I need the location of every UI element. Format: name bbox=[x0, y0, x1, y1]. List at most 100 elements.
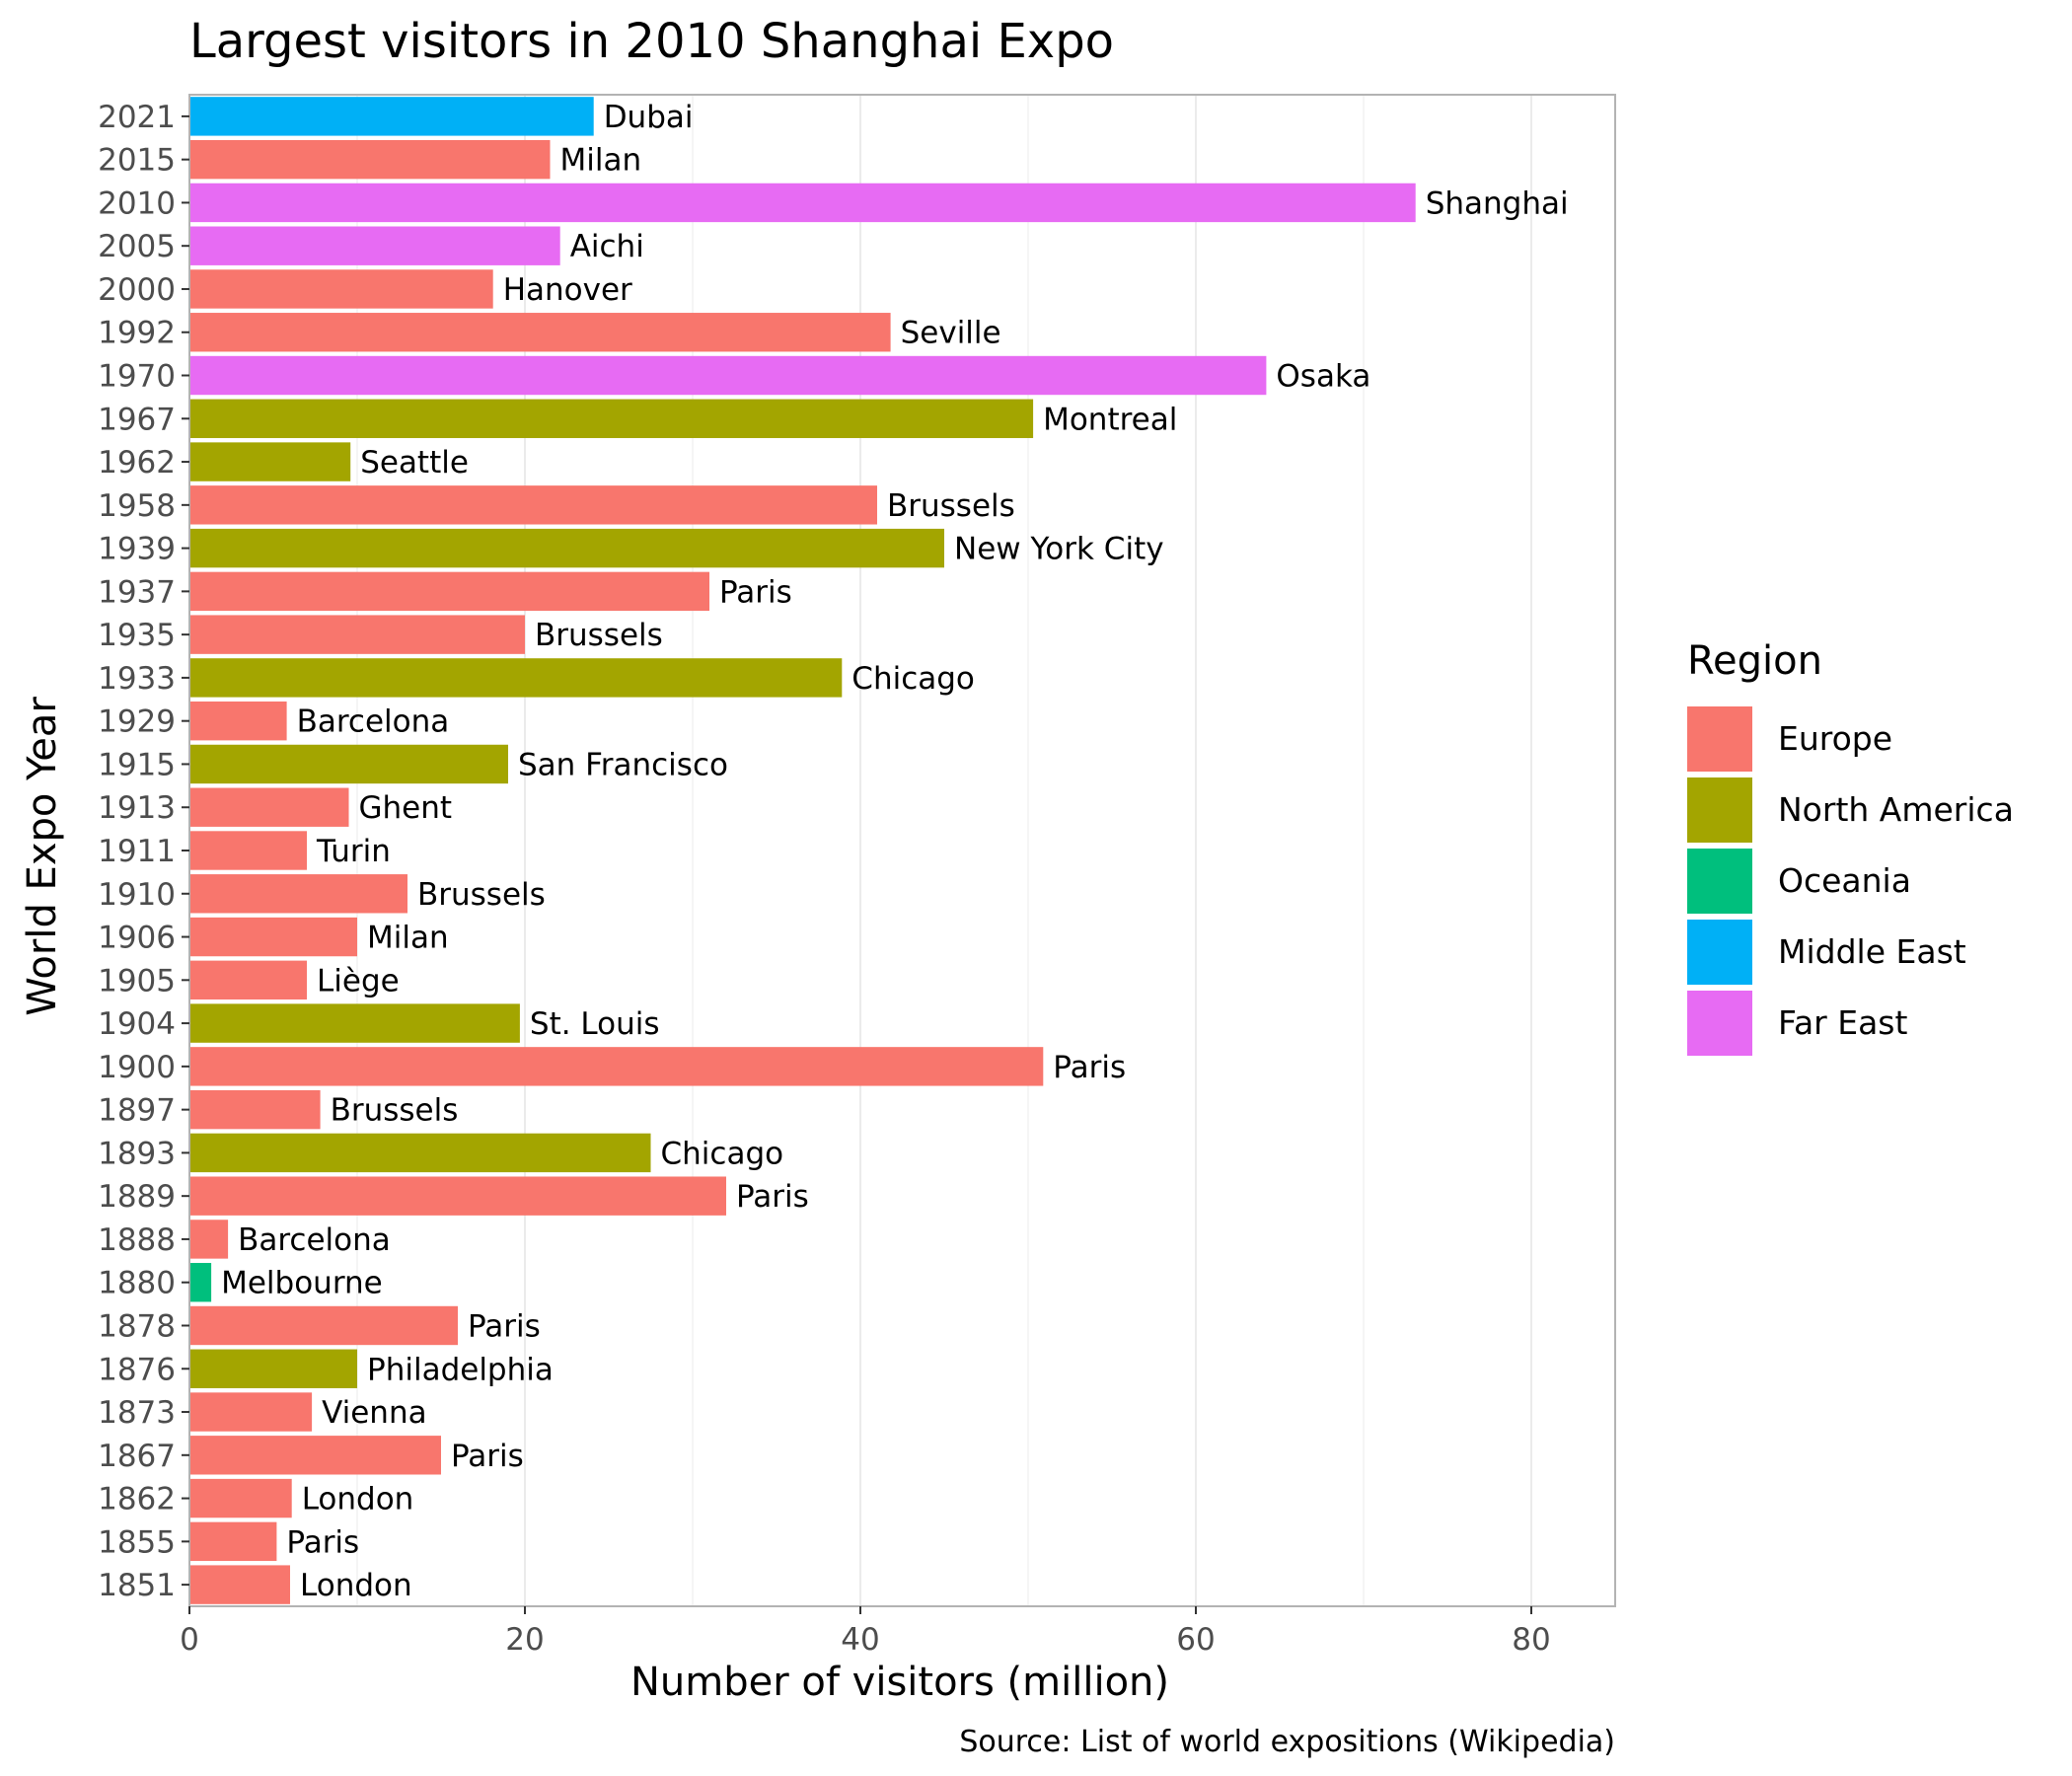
y-tick-label: 1876 bbox=[98, 1352, 176, 1387]
legend-label: Far East bbox=[1778, 1003, 1907, 1042]
bar-label: Melbourne bbox=[221, 1266, 383, 1301]
y-tick-label: 2005 bbox=[98, 229, 176, 264]
legend-label: Oceania bbox=[1778, 861, 1911, 900]
bar-label: Brussels bbox=[417, 877, 546, 913]
x-tick-label: 0 bbox=[180, 1622, 199, 1658]
bar bbox=[189, 1263, 212, 1302]
y-tick-label: 1992 bbox=[98, 316, 176, 351]
bar-label: Vienna bbox=[322, 1395, 427, 1431]
y-tick-label: 1855 bbox=[98, 1524, 176, 1560]
bar-label: Ghent bbox=[359, 790, 453, 826]
y-tick-label: 1935 bbox=[98, 618, 176, 653]
bar-label: Paris bbox=[736, 1179, 809, 1215]
y-tick-label: 1880 bbox=[98, 1266, 176, 1301]
y-axis: 2021 2015 2010 2005 2000 1992 1970 1967 1962 1958… bbox=[98, 100, 189, 1603]
bar bbox=[189, 139, 551, 180]
x-tick-label: 20 bbox=[505, 1622, 544, 1658]
y-tick-label: 1900 bbox=[98, 1050, 176, 1085]
chart-title: Largest visitors in 2010 Shanghai Expo bbox=[189, 14, 1114, 69]
bar-label: Turin bbox=[316, 834, 391, 869]
bar-label: Chicago bbox=[661, 1136, 784, 1171]
bar-label: Brussels bbox=[887, 488, 1015, 524]
bar-label: Paris bbox=[468, 1308, 541, 1344]
y-tick-label: 1873 bbox=[98, 1395, 176, 1431]
chart-caption: Source: List of world expositions (Wikip… bbox=[959, 1725, 1615, 1759]
bar-label: Barcelona bbox=[238, 1222, 391, 1258]
y-tick-label: 2010 bbox=[98, 185, 176, 221]
y-tick-label: 1913 bbox=[98, 790, 176, 826]
bar-labels: Dubai Milan Shanghai Aichi Hanover Seville Osa… bbox=[221, 100, 1569, 1603]
y-tick-label: 1893 bbox=[98, 1136, 176, 1171]
y-tick-label: 2000 bbox=[98, 272, 176, 308]
y-tick-label: 1939 bbox=[98, 532, 176, 567]
y-tick-label: 1962 bbox=[98, 445, 176, 481]
bar bbox=[189, 1565, 290, 1604]
bar bbox=[189, 442, 351, 481]
bar-label: Shanghai bbox=[1426, 185, 1569, 221]
y-tick-label: 1889 bbox=[98, 1179, 176, 1215]
bar-label: Dubai bbox=[604, 100, 694, 135]
x-axis-label: Number of visitors (million) bbox=[630, 1660, 1169, 1705]
x-tick-label: 40 bbox=[841, 1622, 879, 1658]
y-tick-label: 1967 bbox=[98, 402, 176, 437]
bar-label: Paris bbox=[451, 1439, 524, 1474]
bar bbox=[189, 1478, 292, 1518]
bar-label: Osaka bbox=[1276, 359, 1370, 395]
y-tick-label: 1933 bbox=[98, 661, 176, 697]
bar bbox=[189, 1436, 441, 1475]
bar bbox=[189, 97, 594, 136]
y-tick-label: 1888 bbox=[98, 1222, 176, 1258]
bar-label: Seville bbox=[901, 316, 1001, 351]
bar-label: Seattle bbox=[360, 445, 469, 481]
legend-swatch bbox=[1687, 777, 1752, 843]
bar-label: Philadelphia bbox=[367, 1352, 554, 1387]
y-tick-label: 1958 bbox=[98, 488, 176, 524]
bars bbox=[189, 97, 1416, 1604]
bar-label: London bbox=[302, 1482, 414, 1517]
y-tick-label: 1867 bbox=[98, 1439, 176, 1474]
bar bbox=[189, 1047, 1044, 1086]
bar-label: Milan bbox=[560, 143, 642, 179]
y-tick-label: 1915 bbox=[98, 747, 176, 782]
bar-label: Aichi bbox=[570, 229, 644, 264]
bar-label: Paris bbox=[286, 1524, 359, 1560]
y-tick-label: 1897 bbox=[98, 1093, 176, 1129]
bar bbox=[189, 1176, 726, 1216]
bar bbox=[189, 313, 891, 352]
bar-label: Milan bbox=[367, 921, 449, 956]
y-tick-label: 1862 bbox=[98, 1482, 176, 1517]
bar bbox=[189, 1220, 229, 1259]
bar bbox=[189, 355, 1267, 396]
bar bbox=[189, 1089, 321, 1130]
y-tick-label: 1910 bbox=[98, 877, 176, 913]
bar-label: Liège bbox=[317, 963, 400, 999]
y-tick-label: 2015 bbox=[98, 143, 176, 179]
bar bbox=[189, 528, 944, 568]
x-tick-label: 80 bbox=[1512, 1622, 1550, 1658]
legend-label: Middle East bbox=[1778, 932, 1966, 971]
bar bbox=[189, 485, 877, 525]
bar-label: Hanover bbox=[503, 272, 632, 308]
y-tick-label: 1970 bbox=[98, 359, 176, 395]
bar bbox=[189, 831, 307, 870]
bar bbox=[189, 1305, 458, 1346]
x-tick-label: 60 bbox=[1176, 1622, 1215, 1658]
bar bbox=[189, 226, 560, 265]
bar-label: Chicago bbox=[851, 661, 975, 697]
bar bbox=[189, 571, 709, 612]
y-tick-label: 1906 bbox=[98, 921, 176, 956]
y-tick-label: 1929 bbox=[98, 704, 176, 740]
legend: Region Europe North America Oceania Middle … bbox=[1687, 638, 2014, 1056]
legend-swatch bbox=[1687, 920, 1752, 985]
x-axis: 0 20 40 60 80 bbox=[180, 1606, 1551, 1658]
y-tick-label: 1904 bbox=[98, 1006, 176, 1042]
bar bbox=[189, 917, 357, 957]
bar-label: Barcelona bbox=[297, 704, 450, 740]
bar bbox=[189, 658, 843, 698]
bar bbox=[189, 269, 493, 309]
y-tick-label: 1851 bbox=[98, 1568, 176, 1603]
bar-label: Brussels bbox=[331, 1093, 459, 1129]
bar bbox=[189, 701, 287, 741]
bar bbox=[189, 787, 349, 827]
